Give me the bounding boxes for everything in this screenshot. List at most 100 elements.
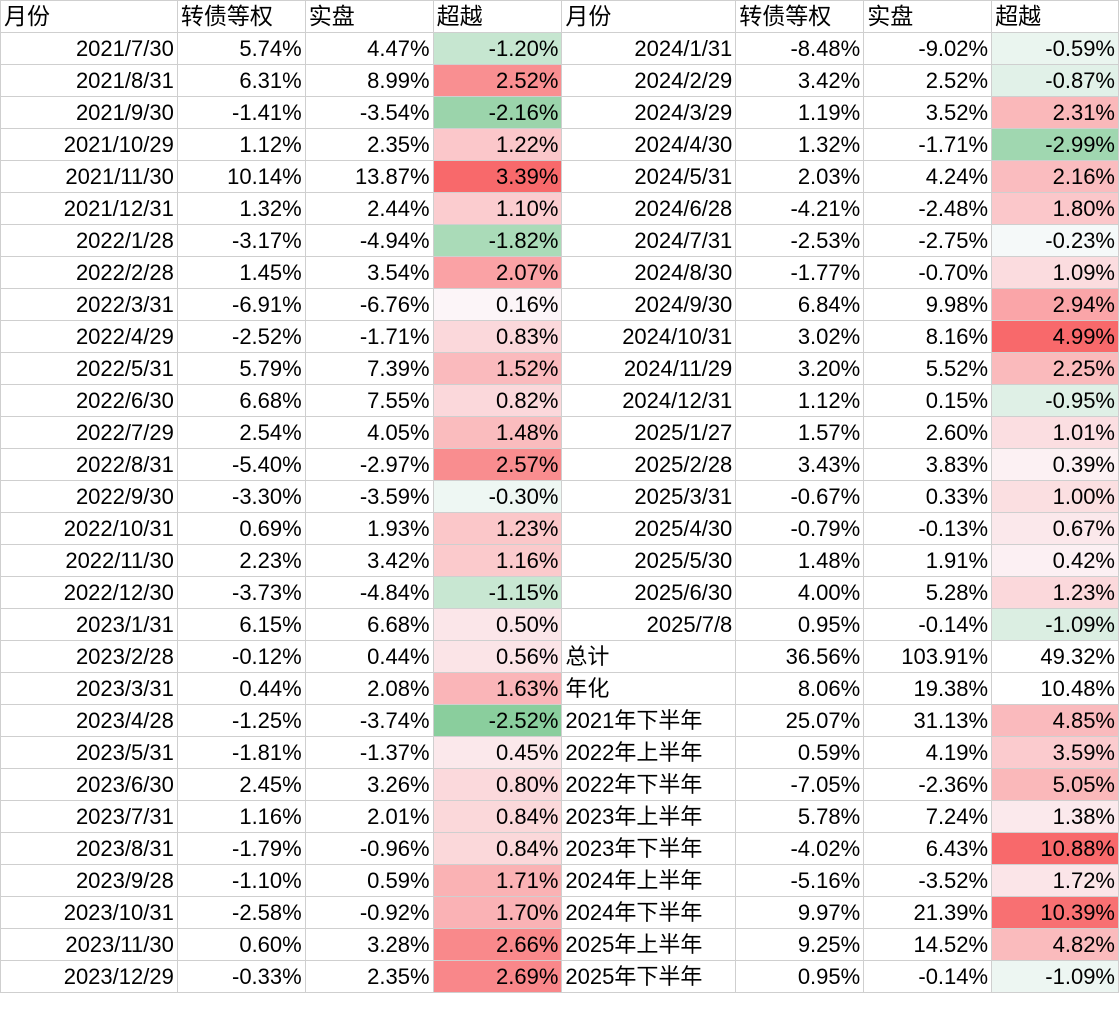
left-live-cell[interactable]: -3.59% [304,480,434,513]
right-excess-cell[interactable]: 5.05% [991,768,1119,801]
left-live-cell[interactable]: 7.39% [304,352,434,385]
right-live-cell[interactable]: 4.24% [863,160,993,193]
left-month-cell[interactable]: 2023/4/28 [0,704,178,737]
left-cb-equal-weight-cell[interactable]: -2.58% [176,896,306,929]
right-excess-cell[interactable]: -1.09% [991,960,1119,993]
left-live-cell[interactable]: -0.92% [304,896,434,929]
left-cb-equal-weight-cell[interactable]: 6.68% [176,384,306,417]
right-live-cell[interactable]: 19.38% [863,672,993,705]
right-month-cell[interactable]: 年化 [561,672,737,705]
right-month-cell[interactable]: 2022年上半年 [561,736,737,769]
right-cb-equal-weight-cell[interactable]: 1.48% [735,544,865,577]
left-live-cell[interactable]: -3.74% [304,704,434,737]
left-excess-cell[interactable]: 1.48% [432,416,563,449]
right-cb-equal-weight-cell[interactable]: 3.42% [735,64,865,97]
right-month-cell[interactable]: 2024年下半年 [561,896,737,929]
left-excess-cell[interactable]: 0.50% [432,608,563,641]
left-excess-cell[interactable]: 2.52% [432,64,563,97]
left-cb-equal-weight-cell[interactable]: 10.14% [176,160,306,193]
left-excess-cell[interactable]: 1.52% [432,352,563,385]
left-month-cell[interactable]: 2023/7/31 [0,800,178,833]
left-month-cell[interactable]: 2023/2/28 [0,640,178,673]
right-live-cell[interactable]: 9.98% [863,288,993,321]
left-excess-cell[interactable]: -1.82% [432,224,563,257]
left-month-cell[interactable]: 2021/9/30 [0,96,178,129]
right-excess-cell[interactable]: 1.00% [991,480,1119,513]
left-cb-equal-weight-cell[interactable]: -1.79% [176,832,306,865]
right-live-cell[interactable]: -0.70% [863,256,993,289]
left-cb-equal-weight-cell[interactable]: 0.60% [176,928,306,961]
right-cb-equal-weight-cell[interactable]: 0.95% [735,960,865,993]
right-cb-equal-weight-cell[interactable]: 3.20% [735,352,865,385]
right-month-cell[interactable]: 2024/6/28 [561,192,737,225]
right-live-cell[interactable]: 3.83% [863,448,993,481]
left-live-cell[interactable]: -6.76% [304,288,434,321]
left-month-cell[interactable]: 2022/2/28 [0,256,178,289]
left-cb-equal-weight-cell[interactable]: -1.41% [176,96,306,129]
right-month-cell[interactable]: 2025/7/8 [561,608,737,641]
left-live-cell[interactable]: -3.54% [304,96,434,129]
right-live-cell[interactable]: -9.02% [863,32,993,65]
right-excess-cell[interactable]: 1.38% [991,800,1119,833]
right-live-cell[interactable]: 4.19% [863,736,993,769]
right-cb-equal-weight-cell[interactable]: 3.02% [735,320,865,353]
right-live-cell[interactable]: 6.43% [863,832,993,865]
right-month-cell[interactable]: 2024/5/31 [561,160,737,193]
left-live-cell[interactable]: 4.47% [304,32,434,65]
right-excess-cell[interactable]: -0.23% [991,224,1119,257]
left-excess-cell[interactable]: 1.63% [432,672,563,705]
left-month-cell[interactable]: 2022/5/31 [0,352,178,385]
right-month-cell[interactable]: 总计 [561,640,737,673]
left-live-cell[interactable]: 0.59% [304,864,434,897]
left-excess-cell[interactable]: -2.52% [432,704,563,737]
left-cb-equal-weight-cell[interactable]: -0.12% [176,640,306,673]
left-month-cell[interactable]: 2022/11/30 [0,544,178,577]
right-cb-equal-weight-cell[interactable]: 9.25% [735,928,865,961]
left-live-cell[interactable]: 1.93% [304,512,434,545]
left-cb-equal-weight-cell[interactable]: 5.74% [176,32,306,65]
left-excess-cell[interactable]: 1.16% [432,544,563,577]
right-month-cell[interactable]: 2024/11/29 [561,352,737,385]
right-live-cell[interactable]: 8.16% [863,320,993,353]
left-month-cell[interactable]: 2023/12/29 [0,960,178,993]
left-cb-equal-weight-cell[interactable]: -6.91% [176,288,306,321]
right-excess-cell[interactable]: 10.39% [991,896,1119,929]
right-cb-equal-weight-cell[interactable]: 36.56% [735,640,865,673]
right-live-cell[interactable]: 5.28% [863,576,993,609]
right-month-cell[interactable]: 2025年下半年 [561,960,737,993]
right-excess-cell[interactable]: -1.09% [991,608,1119,641]
right-cb-equal-weight-cell[interactable]: 3.43% [735,448,865,481]
right-live-cell[interactable]: -0.14% [863,608,993,641]
right-month-cell[interactable]: 2025/2/28 [561,448,737,481]
right-live-cell[interactable]: 14.52% [863,928,993,961]
left-live-cell[interactable]: 2.44% [304,192,434,225]
left-live-cell[interactable]: 3.28% [304,928,434,961]
right-month-cell[interactable]: 2025年上半年 [561,928,737,961]
left-cb-equal-weight-cell[interactable]: -1.25% [176,704,306,737]
header-cell-right-live[interactable]: 实盘 [863,0,993,33]
right-cb-equal-weight-cell[interactable]: 25.07% [735,704,865,737]
right-live-cell[interactable]: 7.24% [863,800,993,833]
right-cb-equal-weight-cell[interactable]: -4.02% [735,832,865,865]
left-cb-equal-weight-cell[interactable]: 6.15% [176,608,306,641]
right-live-cell[interactable]: -0.13% [863,512,993,545]
left-excess-cell[interactable]: 0.45% [432,736,563,769]
right-month-cell[interactable]: 2022年下半年 [561,768,737,801]
right-cb-equal-weight-cell[interactable]: 1.19% [735,96,865,129]
right-month-cell[interactable]: 2021年下半年 [561,704,737,737]
left-excess-cell[interactable]: 0.56% [432,640,563,673]
right-excess-cell[interactable]: 1.23% [991,576,1119,609]
left-month-cell[interactable]: 2022/9/30 [0,480,178,513]
left-live-cell[interactable]: -0.96% [304,832,434,865]
left-excess-cell[interactable]: 2.66% [432,928,563,961]
right-live-cell[interactable]: -1.71% [863,128,993,161]
right-month-cell[interactable]: 2024年上半年 [561,864,737,897]
left-live-cell[interactable]: 7.55% [304,384,434,417]
right-excess-cell[interactable]: 1.80% [991,192,1119,225]
right-excess-cell[interactable]: 1.09% [991,256,1119,289]
header-cell-right-cb-equal-weight[interactable]: 转债等权 [735,0,865,33]
right-month-cell[interactable]: 2024/7/31 [561,224,737,257]
right-excess-cell[interactable]: 1.01% [991,416,1119,449]
right-excess-cell[interactable]: 4.85% [991,704,1119,737]
right-excess-cell[interactable]: -0.59% [991,32,1119,65]
